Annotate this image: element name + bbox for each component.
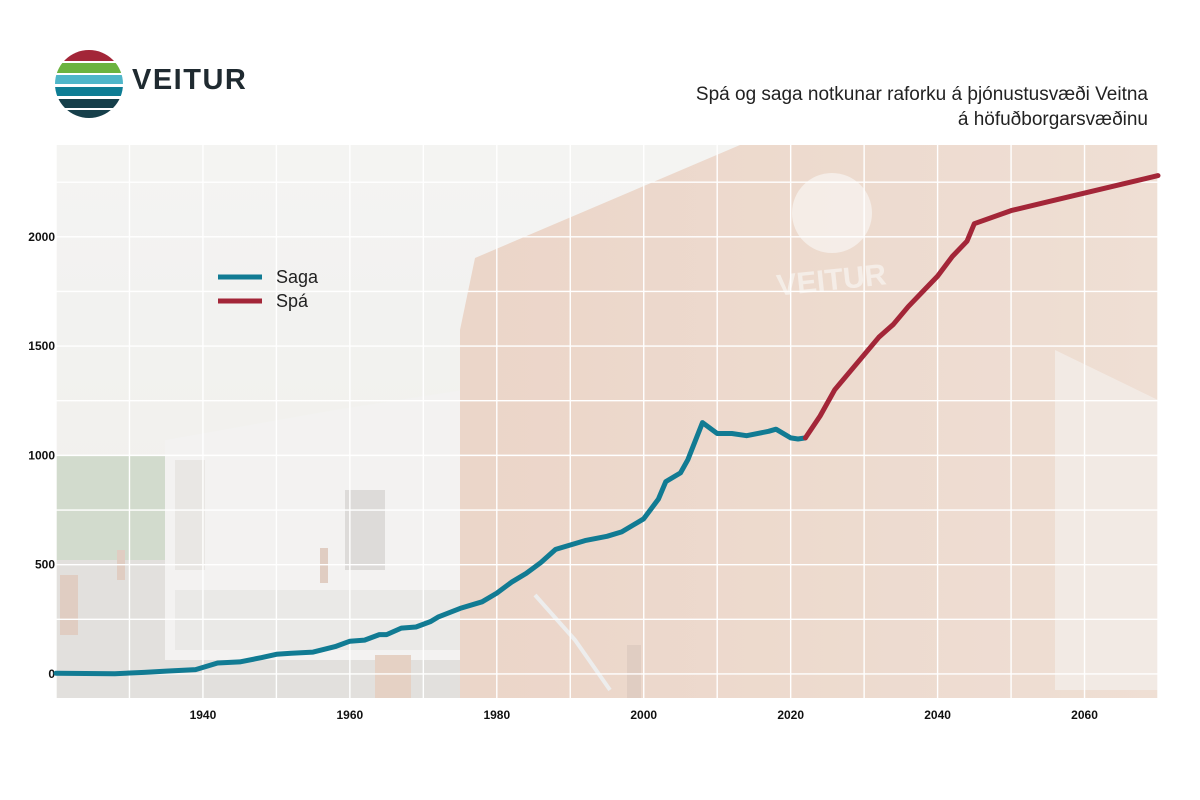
x-tick-label: 1980	[483, 708, 510, 722]
x-tick-label: 1960	[337, 708, 364, 722]
series-line-saga	[53, 420, 808, 677]
chart-title: Spá og saga notkunar raforku á þjónustus…	[508, 82, 1148, 132]
grid	[55, 145, 1159, 698]
x-tick-label: 2000	[630, 708, 657, 722]
logo-stripe	[55, 99, 123, 108]
logo-stripe	[55, 63, 123, 73]
legend: Saga Spá	[218, 267, 319, 311]
x-axis: 1940 1960 1980 2000 2020 2040 2060	[190, 708, 1099, 722]
y-tick-label: 2000	[28, 230, 55, 244]
x-tick-label: 2040	[924, 708, 951, 722]
logo-stripe	[55, 110, 123, 118]
veitur-logo	[55, 50, 123, 118]
legend-label-saga: Saga	[276, 267, 319, 287]
y-tick-label: 500	[35, 558, 55, 572]
y-tick-label: 1000	[28, 448, 55, 462]
y-axis: 0 500 1000 1500 2000	[28, 230, 55, 681]
legend-label-spa: Spá	[276, 291, 309, 311]
x-tick-label: 1940	[190, 708, 217, 722]
logo-stripe	[55, 50, 123, 61]
logo-wordmark: VEITUR	[132, 64, 248, 96]
x-tick-label: 2060	[1071, 708, 1098, 722]
series-line-spa	[802, 173, 1161, 441]
y-tick-label: 0	[48, 667, 55, 681]
logo-stripe	[55, 75, 123, 84]
x-tick-label: 2020	[777, 708, 804, 722]
logo-stripe	[55, 87, 123, 96]
series-group	[53, 173, 1161, 677]
background-photo: VEITUR	[56, 145, 1158, 698]
y-tick-label: 1500	[28, 339, 55, 353]
chart-title-line-1: Spá og saga notkunar raforku á þjónustus…	[695, 84, 1148, 105]
chart-title-line-2: á höfuðborgarsvæðinu	[957, 109, 1148, 130]
